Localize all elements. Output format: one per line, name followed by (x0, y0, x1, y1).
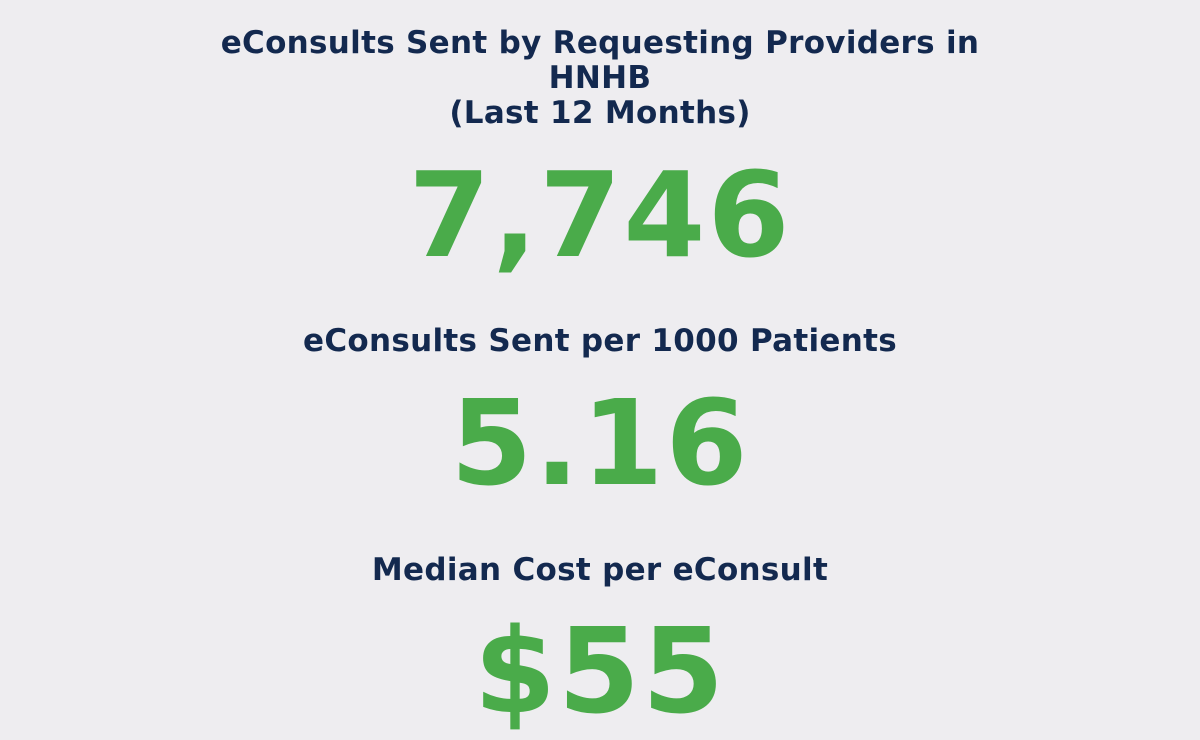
per-1000-patients-value: 5.16 (450, 374, 750, 512)
median-cost-value: $55 (473, 602, 727, 740)
total-econsults-label: eConsults Sent by Requesting Providers i… (0, 26, 1200, 131)
median-cost-label: Median Cost per eConsult (371, 552, 829, 588)
total-label-line-1: eConsults Sent by Requesting Providers i… (220, 25, 980, 61)
per-1000-patients-label: eConsults Sent per 1000 Patients (303, 323, 897, 359)
total-label-line-3: (Last 12 Months) (449, 95, 751, 131)
total-econsults-value: 7,746 (408, 146, 792, 284)
total-label-line-2: HNHB (548, 60, 652, 96)
